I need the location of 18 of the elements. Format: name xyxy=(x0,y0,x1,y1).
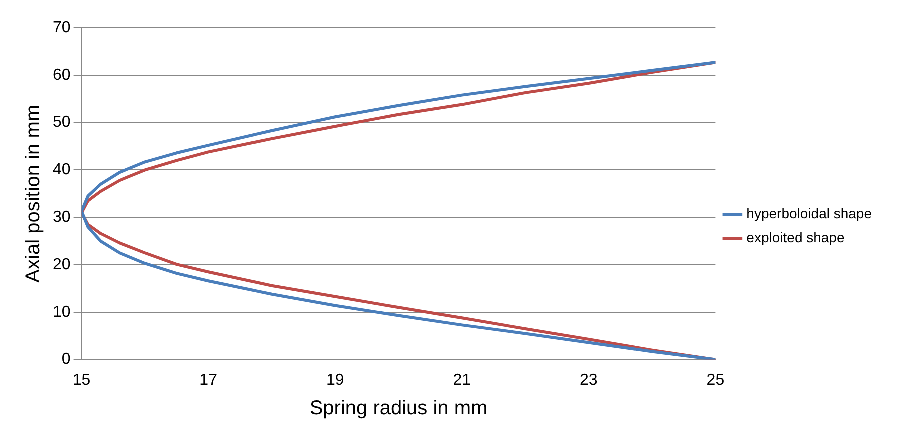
y-axis-title: Axial position in mm xyxy=(22,104,45,283)
y-tick-label: 10 xyxy=(53,304,71,321)
y-tick-label: 50 xyxy=(53,114,71,132)
y-tick-label: 40 xyxy=(53,162,71,179)
legend-label: exploited shape xyxy=(746,229,845,246)
x-tick-label: 19 xyxy=(326,372,344,389)
x-tick-label: 25 xyxy=(706,372,725,389)
y-tick-label: 0 xyxy=(62,351,71,368)
y-tick-label: 20 xyxy=(53,256,71,274)
legend-label: hyperboloidal shape xyxy=(746,205,872,222)
x-tick-label: 17 xyxy=(200,372,218,389)
y-tick-label: 60 xyxy=(53,66,71,84)
x-tick-label: 21 xyxy=(453,372,472,389)
y-tick-label: 30 xyxy=(53,209,71,226)
y-tick-label: 70 xyxy=(53,19,71,36)
x-axis-title: Spring radius in mm xyxy=(310,398,488,420)
x-tick-label: 15 xyxy=(72,372,91,389)
x-tick-label: 23 xyxy=(580,372,598,389)
